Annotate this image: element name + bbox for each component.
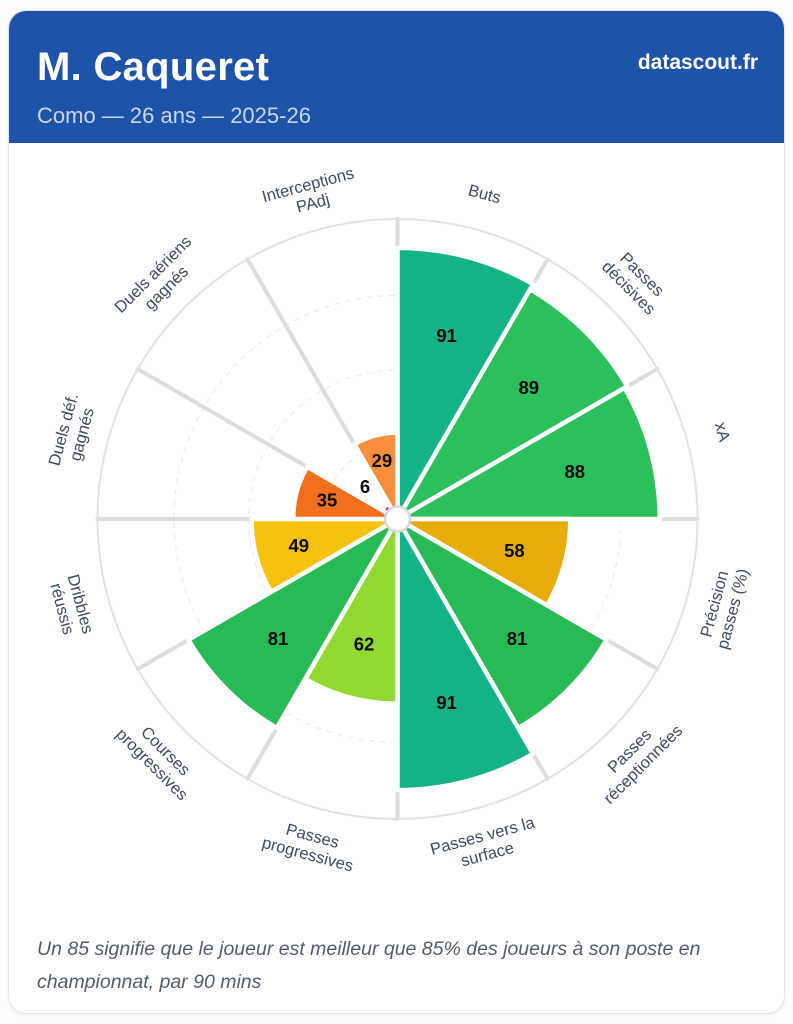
value-label-buts: 91 [436,325,457,346]
slice-buts [395,245,536,522]
category-label-duels-aeriens-gagnes: Duels aériensgagnés [111,233,209,331]
chart-area: 91 89 88 58 81 91 62 81 49 35 6 29 Buts Passesdécisiv… [9,143,784,921]
value-label-duels-aeriens-gagnes: 6 [360,476,370,497]
category-label-passes-vers-la-surface: Passes vers lasurface [428,814,542,878]
outer-ring [96,218,699,820]
category-label-duels-def-gagnes: Duels déf.gagnés [45,391,100,472]
value-label-precision-passes: 58 [504,540,525,561]
value-label-passes-progressives: 62 [354,633,375,654]
slice-passes-decisives [395,287,630,522]
player-subtitle: Como — 26 ans — 2025-26 [37,103,311,128]
slice-passes-vers-la-surface [395,516,536,793]
brand-logo: datascout.fr [637,51,758,74]
value-label-interceptions-padj: 29 [372,450,393,471]
slice-dribbles-reussis [249,516,400,595]
category-label-passes-receptionnees: Passesréceptionnées [587,708,686,807]
pizza-chart: 91898858819162814935629ButsPassesdécisiv… [45,164,752,878]
center-hub [383,505,412,533]
category-label-xa: xA [711,420,733,443]
category-label-dribbles-reussis: Dribblesréussis [45,572,96,640]
value-label-passes-receptionnees: 81 [507,628,528,649]
slice-xa [395,385,662,522]
value-label-courses-progressives: 81 [268,628,289,649]
value-label-passes-decisives: 89 [518,377,539,398]
player-card: M. Caqueret Como — 26 ans — 2025-26 data… [8,10,785,1014]
category-label-interceptions-padj: InterceptionsPAdj [260,164,361,224]
category-label-precision-passes: Précisionpasses (%) [695,562,752,651]
value-label-passes-vers-la-surface: 91 [436,692,457,713]
value-label-dribbles-reussis: 49 [288,535,309,556]
slice-passes-receptionnees [395,516,609,731]
card-header: M. Caqueret Como — 26 ans — 2025-26 data… [9,11,784,143]
slice-courses-progressives [186,516,400,731]
slice-interceptions-padj [352,430,400,522]
category-label-passes-progressives: Passesprogressives [260,816,360,876]
slice-duels-def-gagnes [290,464,400,522]
footer-note: Un 85 signifie que le joueur est meilleu… [37,938,701,994]
value-label-xa: 88 [565,461,586,482]
category-label-buts: Buts [466,181,503,207]
category-label-courses-progressives: Coursesprogressives [112,712,204,804]
page-title: M. Caqueret [37,45,270,89]
value-label-duels-def-gagnes: 35 [317,490,338,511]
